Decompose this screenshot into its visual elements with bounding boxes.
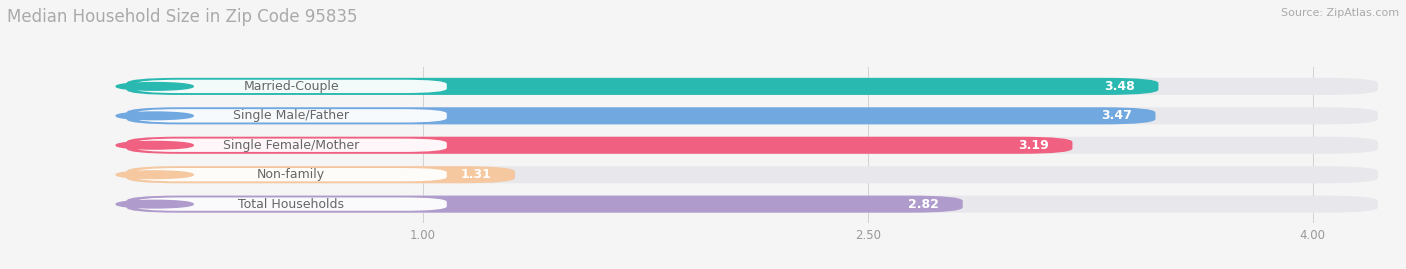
Text: Single Male/Father: Single Male/Father — [233, 109, 349, 122]
FancyBboxPatch shape — [127, 107, 1156, 124]
Circle shape — [117, 112, 193, 120]
Text: Median Household Size in Zip Code 95835: Median Household Size in Zip Code 95835 — [7, 8, 357, 26]
FancyBboxPatch shape — [135, 197, 447, 211]
FancyBboxPatch shape — [127, 196, 963, 213]
Text: Single Female/Mother: Single Female/Mother — [224, 139, 360, 152]
FancyBboxPatch shape — [127, 166, 515, 183]
Text: 1.31: 1.31 — [460, 168, 491, 181]
Text: Total Households: Total Households — [238, 198, 344, 211]
FancyBboxPatch shape — [135, 80, 447, 93]
Text: 3.19: 3.19 — [1018, 139, 1049, 152]
Circle shape — [117, 141, 193, 149]
FancyBboxPatch shape — [127, 137, 1378, 154]
FancyBboxPatch shape — [127, 107, 1378, 124]
Circle shape — [117, 83, 193, 90]
Circle shape — [117, 171, 193, 179]
FancyBboxPatch shape — [135, 109, 447, 122]
Text: Source: ZipAtlas.com: Source: ZipAtlas.com — [1281, 8, 1399, 18]
FancyBboxPatch shape — [127, 137, 1073, 154]
FancyBboxPatch shape — [127, 78, 1159, 95]
Text: Non-family: Non-family — [257, 168, 325, 181]
Circle shape — [117, 200, 193, 208]
Text: 3.48: 3.48 — [1104, 80, 1135, 93]
FancyBboxPatch shape — [135, 139, 447, 152]
FancyBboxPatch shape — [135, 168, 447, 181]
FancyBboxPatch shape — [127, 166, 1378, 183]
Text: 3.47: 3.47 — [1101, 109, 1132, 122]
FancyBboxPatch shape — [127, 78, 1378, 95]
FancyBboxPatch shape — [127, 196, 1378, 213]
Text: Married-Couple: Married-Couple — [243, 80, 339, 93]
Text: 2.82: 2.82 — [908, 198, 939, 211]
